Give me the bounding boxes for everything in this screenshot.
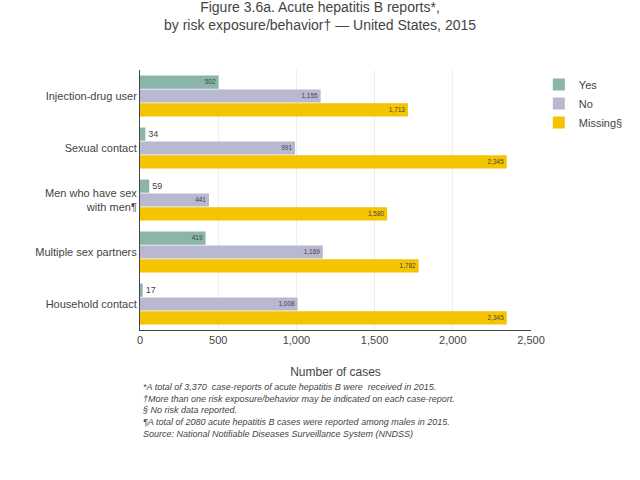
svg-text:1,155: 1,155: [301, 92, 318, 99]
svg-text:0: 0: [137, 334, 143, 346]
svg-text:Multiple sex partners: Multiple sex partners: [35, 246, 137, 258]
svg-text:Household contact: Household contact: [46, 298, 137, 310]
svg-text:2,345: 2,345: [488, 314, 505, 321]
svg-text:Sexual contact: Sexual contact: [65, 142, 137, 154]
svg-text:Injection-drug user: Injection-drug user: [46, 90, 137, 102]
svg-text:Yes: Yes: [579, 79, 597, 91]
svg-text:Men who have sexwith men¶: Men who have sexwith men¶: [45, 187, 137, 213]
svg-text:991: 991: [281, 144, 292, 151]
svg-text:419: 419: [192, 234, 203, 241]
svg-text:34: 34: [148, 129, 158, 139]
svg-text:17: 17: [146, 285, 156, 295]
svg-text:500: 500: [209, 334, 227, 346]
svg-text:1,000: 1,000: [283, 334, 311, 346]
svg-text:1,008: 1,008: [278, 300, 295, 307]
svg-text:2,500: 2,500: [517, 334, 545, 346]
svg-text:1,169: 1,169: [304, 248, 321, 255]
svg-text:Number of cases: Number of cases: [290, 365, 381, 379]
svg-text:No: No: [579, 98, 593, 110]
svg-text:59: 59: [152, 181, 162, 191]
svg-text:441: 441: [195, 196, 206, 203]
svg-text:1,713: 1,713: [389, 106, 406, 113]
svg-text:*A total of 3,370 case-report: *A total of 3,370 case-reports of acute …: [142, 382, 455, 439]
svg-text:1,782: 1,782: [400, 262, 417, 269]
svg-text:502: 502: [205, 78, 216, 85]
svg-text:1,580: 1,580: [368, 210, 385, 217]
svg-text:1,500: 1,500: [361, 334, 389, 346]
svg-text:2,000: 2,000: [439, 334, 467, 346]
svg-text:Figure 3.6a. Acute hepatitis B: Figure 3.6a. Acute hepatitis B reports*,…: [164, 0, 476, 33]
svg-text:2,345: 2,345: [488, 158, 505, 165]
svg-text:Missing§: Missing§: [579, 117, 622, 129]
